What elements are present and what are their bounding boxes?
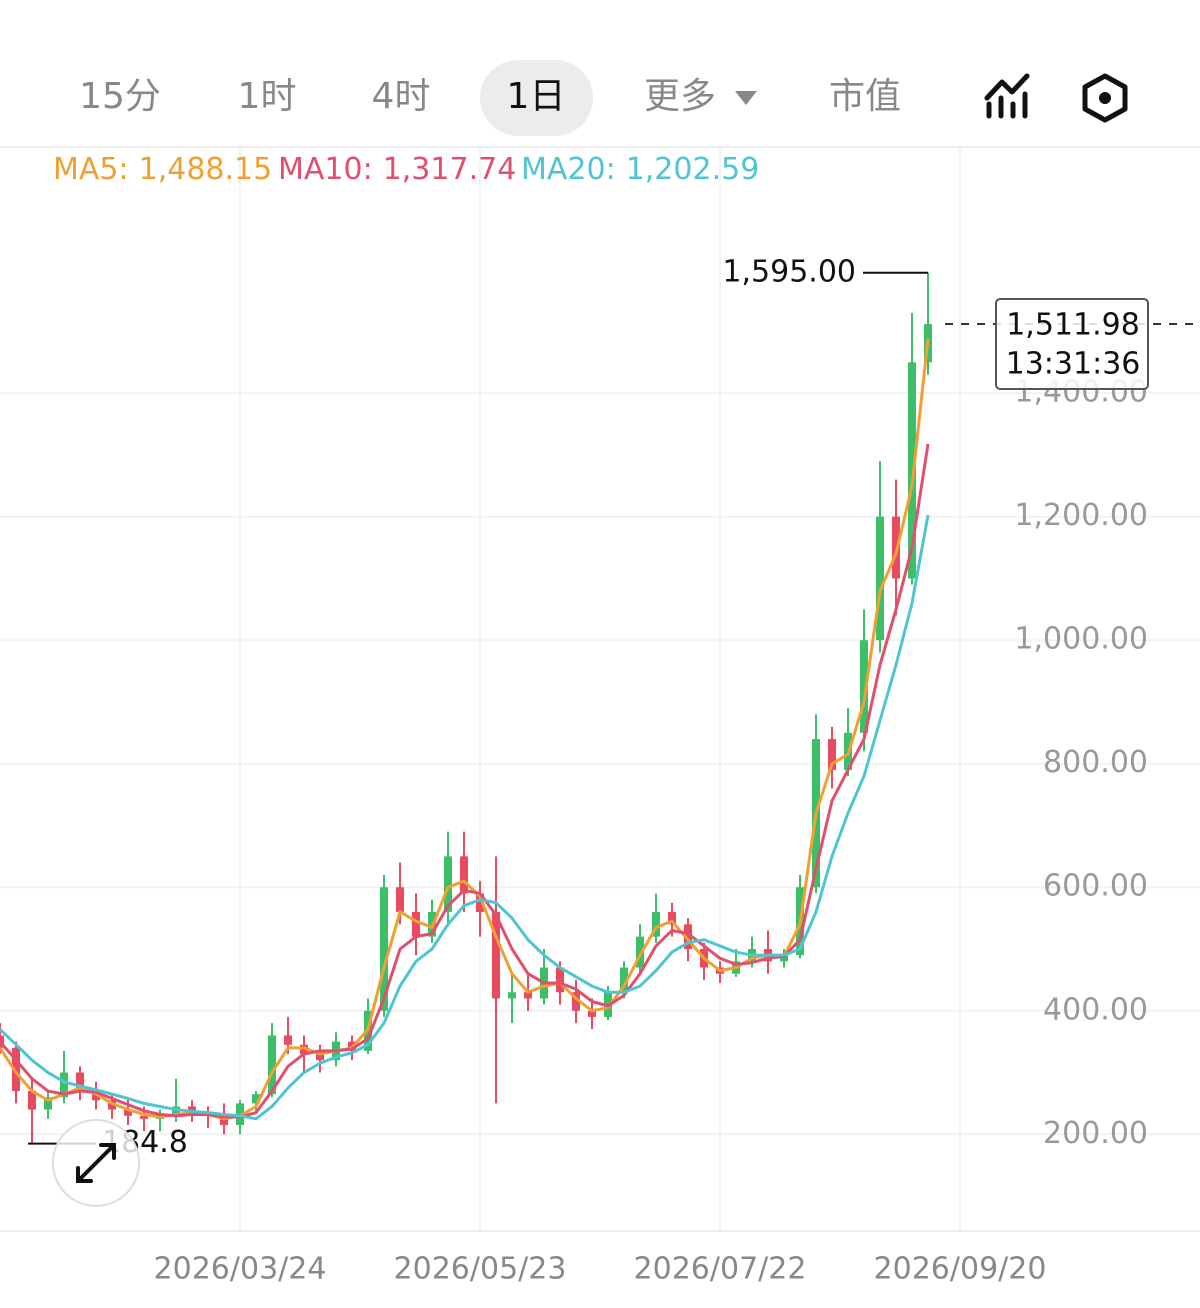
candle-body [684, 924, 692, 950]
x-tick-label: 2026/03/24 [154, 1252, 327, 1287]
x-tick-label: 2026/05/23 [394, 1252, 567, 1287]
candle-body [828, 739, 836, 770]
x-tick-label: 2026/07/22 [634, 1252, 807, 1287]
candle-body [476, 893, 484, 912]
candle-body [76, 1072, 84, 1092]
candle-body [268, 1035, 276, 1095]
y-tick-label: 1,200.00 [1014, 498, 1148, 533]
y-tick-label: 1,000.00 [1014, 622, 1148, 657]
candle-body [860, 640, 868, 733]
candle-body [620, 967, 628, 993]
candle-body [412, 911, 420, 937]
candle-body [556, 967, 564, 993]
tab[interactable]: 更多 [644, 76, 716, 117]
legend-name: MA5: [53, 152, 129, 187]
legend-item: MA20: 1,202.59 [521, 152, 759, 187]
tab[interactable]: 市值 [829, 76, 901, 117]
expand-button[interactable] [52, 1119, 140, 1207]
ma-line [0, 514, 930, 1121]
candle-body [444, 856, 452, 912]
y-tick-label: 600.00 [1043, 869, 1148, 904]
candle-body [316, 1053, 324, 1061]
top-bar: 15分 1时 4时 1日 更多 市值 [79, 60, 901, 136]
candle-body [60, 1072, 68, 1098]
candle-body [652, 911, 660, 937]
candle-body [908, 362, 916, 579]
y-tick-label: 800.00 [1043, 745, 1148, 780]
candle-body [668, 911, 676, 925]
candle-body [460, 856, 468, 894]
indicator-icon[interactable] [984, 73, 1030, 119]
legend-value: 1,317.74 [383, 152, 517, 187]
legend-name: MA20: [521, 152, 616, 187]
candle-body [396, 887, 404, 912]
candle-body [524, 992, 532, 999]
price-box [995, 298, 1149, 391]
candle-body [636, 936, 644, 968]
legend-name: MA10: [278, 152, 373, 187]
last-price-label: 1,511.98 [1006, 308, 1140, 343]
candle-body [572, 992, 580, 1011]
candle-body [492, 911, 500, 999]
candle-body [188, 1106, 196, 1113]
candle-body [876, 516, 884, 641]
ma-line [0, 443, 930, 1119]
high-label: 1,595.00 [722, 254, 856, 289]
settings-icon[interactable] [1082, 73, 1128, 123]
y-tick-label: 400.00 [1043, 992, 1148, 1027]
candle-body [508, 992, 516, 999]
candle-body [588, 1010, 596, 1017]
candle-body [380, 887, 388, 1011]
tab[interactable]: 1日 [507, 76, 566, 117]
candle-body [252, 1094, 260, 1104]
candle-body [28, 1091, 36, 1110]
tab[interactable]: 15分 [79, 76, 161, 117]
candle-body [220, 1115, 228, 1126]
legend-value: 1,488.15 [139, 152, 273, 187]
tab-highlight [480, 60, 593, 136]
candle-body [124, 1109, 132, 1116]
legend-item: MA10: 1,317.74 [278, 152, 516, 187]
tab[interactable]: 1时 [238, 76, 297, 117]
candle-body [284, 1035, 292, 1045]
x-tick-label: 2026/09/20 [874, 1252, 1047, 1287]
candle-body [12, 1047, 20, 1092]
y-tick-label: 200.00 [1043, 1116, 1148, 1151]
candle-body [780, 955, 788, 962]
legend-value: 1,202.59 [626, 152, 760, 187]
candle-body [140, 1115, 148, 1119]
candle-body [44, 1097, 52, 1110]
legend-item: MA5: 1,488.15 [53, 152, 272, 187]
candle-body [0, 1035, 4, 1048]
candle-body [172, 1106, 180, 1116]
plot [0, 148, 1200, 1230]
dropdown-arrow [735, 91, 757, 105]
tab[interactable]: 4时 [372, 76, 431, 117]
countdown-label: 13:31:36 [1006, 347, 1141, 382]
